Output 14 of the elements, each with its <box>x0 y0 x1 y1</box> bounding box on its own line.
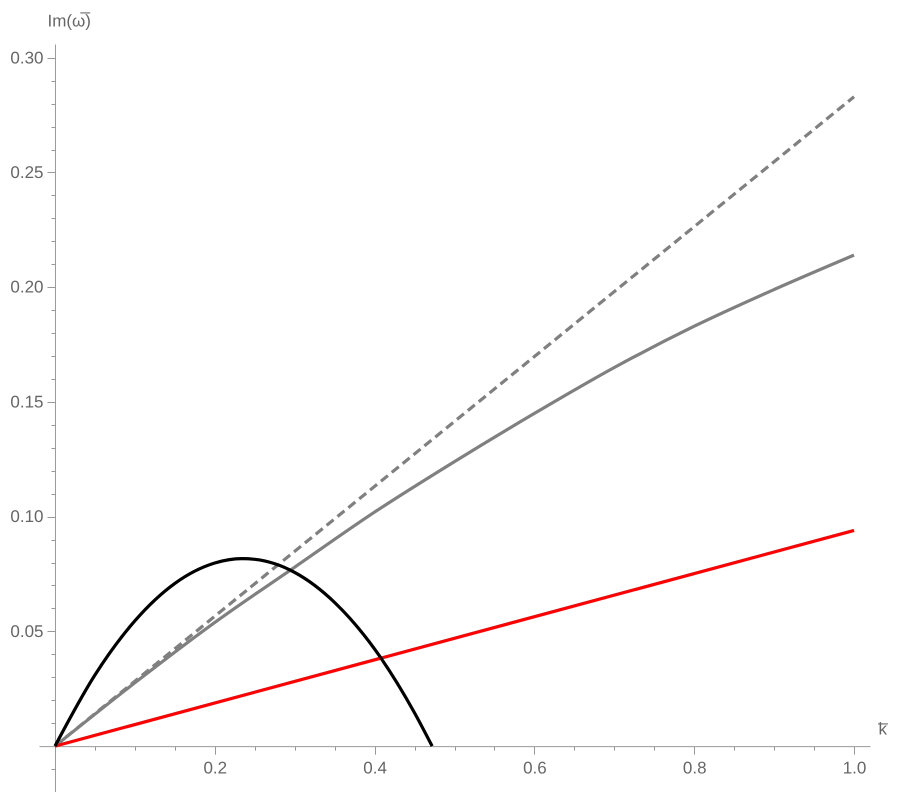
y-tick-label: 0.20 <box>10 278 44 297</box>
x-tick-label: 0.2 <box>203 758 228 778</box>
x-tick-label: 0.8 <box>682 758 707 778</box>
y-tick-label: 0.15 <box>10 392 44 412</box>
y-tick-label: 0.05 <box>10 622 44 641</box>
y-tick-label: 0.30 <box>10 48 44 68</box>
y-axis-title: Im(ω̅) <box>47 12 91 30</box>
line-series <box>53 557 434 748</box>
x-tick-label: 0.6 <box>523 758 547 778</box>
x-tick-label: 1.0 <box>842 758 866 778</box>
y-tick-label: 0.25 <box>10 162 44 182</box>
x-tick-label: 0.4 <box>363 758 387 778</box>
x-axis-title: k̅ <box>878 720 888 739</box>
y-tick-label: 0.10 <box>10 507 44 526</box>
